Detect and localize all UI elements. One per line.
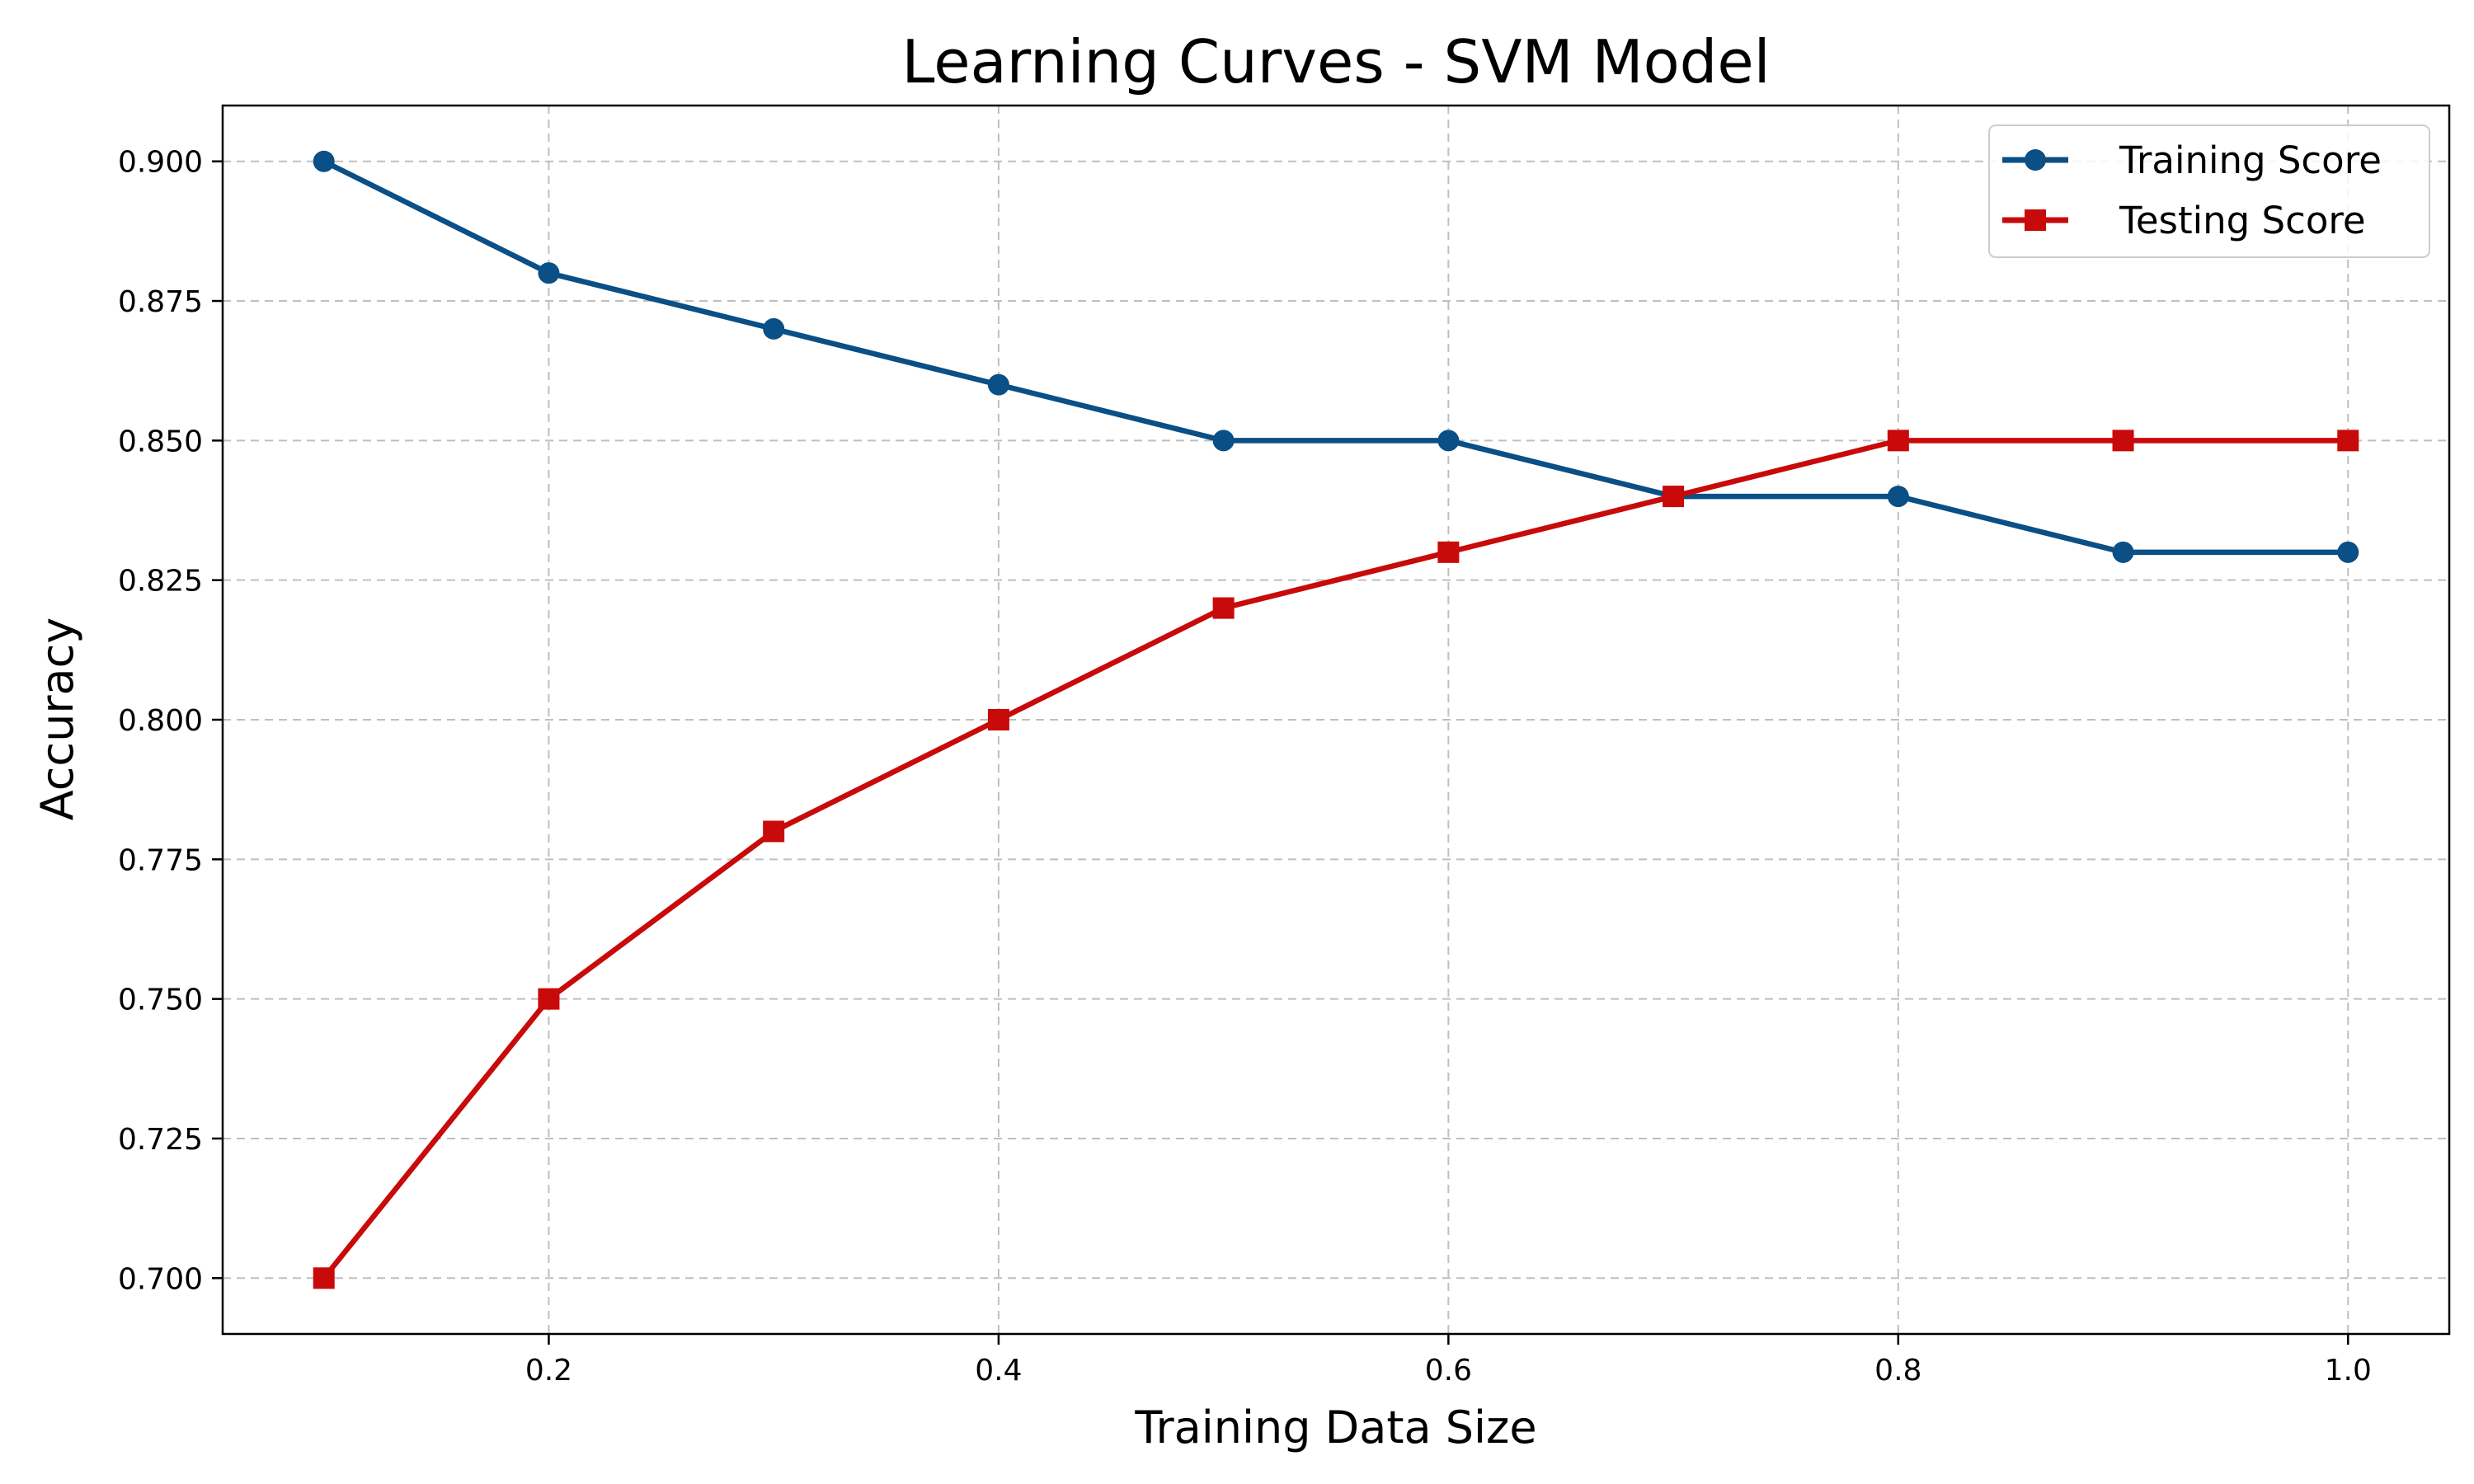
data-point-testing-score [313,1267,335,1289]
y-tick-label: 0.750 [118,984,203,1017]
y-tick-label: 0.825 [118,565,203,599]
legend: Training Score Testing Score [1988,124,2430,258]
x-tick-label: 0.8 [1874,1354,1921,1388]
x-tick-label: 0.6 [1425,1354,1472,1388]
data-point-testing-score [1437,541,1460,563]
data-point-testing-score [1663,486,1685,508]
data-point-training-score [313,150,335,172]
legend-label-testing-score: Testing Score [2119,199,2366,242]
data-point-testing-score [987,709,1009,730]
y-tick-label: 0.775 [118,843,203,877]
x-axis-ticks: 0.2 0.4 0.6 0.8 1.0 [525,1334,2372,1388]
data-point-training-score [1887,486,1909,508]
legend-item-testing-score: Testing Score [2002,199,2366,242]
data-point-training-score [2112,541,2134,563]
series-training-score [313,150,2359,563]
legend-marker-training-score [2025,149,2046,171]
legend-item-training-score: Training Score [2002,139,2382,182]
data-point-training-score [987,373,1009,396]
y-axis-ticks: 0.700 0.725 0.750 0.775 0.800 0.825 0.850 0.875… [118,146,223,1296]
y-tick-label: 0.900 [118,146,203,180]
series-layer [313,150,2359,1289]
y-axis-label: Accuracy [31,618,83,821]
data-point-training-score [1212,430,1235,452]
x-axis-label: Training Data Size [1134,1402,1536,1453]
y-tick-label: 0.850 [118,425,203,458]
legend-label-training-score: Training Score [2119,139,2382,182]
data-point-training-score [2337,541,2359,563]
y-tick-label: 0.800 [118,704,203,738]
series-line-testing-score [321,438,2351,1281]
data-point-testing-score [2112,430,2134,452]
y-tick-label: 0.725 [118,1123,203,1157]
data-point-testing-score [538,988,560,1010]
series-line-training-score [321,158,2351,556]
chart-title: Learning Curves - SVM Model [901,27,1770,96]
y-tick-label: 0.700 [118,1262,203,1296]
series-testing-score [313,430,2359,1289]
x-tick-label: 0.4 [975,1354,1022,1388]
data-point-testing-score [763,820,785,843]
data-point-testing-score [2337,430,2359,452]
plot-frame [221,104,2451,1336]
data-point-training-score [1437,430,1460,452]
legend-marker-testing-score [2025,209,2046,231]
data-point-training-score [538,262,560,284]
data-point-testing-score [1887,430,1909,452]
legend-box [1988,124,2430,258]
x-tick-label: 1.0 [2325,1354,2372,1388]
data-point-testing-score [1212,597,1235,619]
x-tick-label: 0.2 [525,1354,572,1388]
y-tick-label: 0.875 [118,285,203,319]
data-point-training-score [763,317,785,340]
